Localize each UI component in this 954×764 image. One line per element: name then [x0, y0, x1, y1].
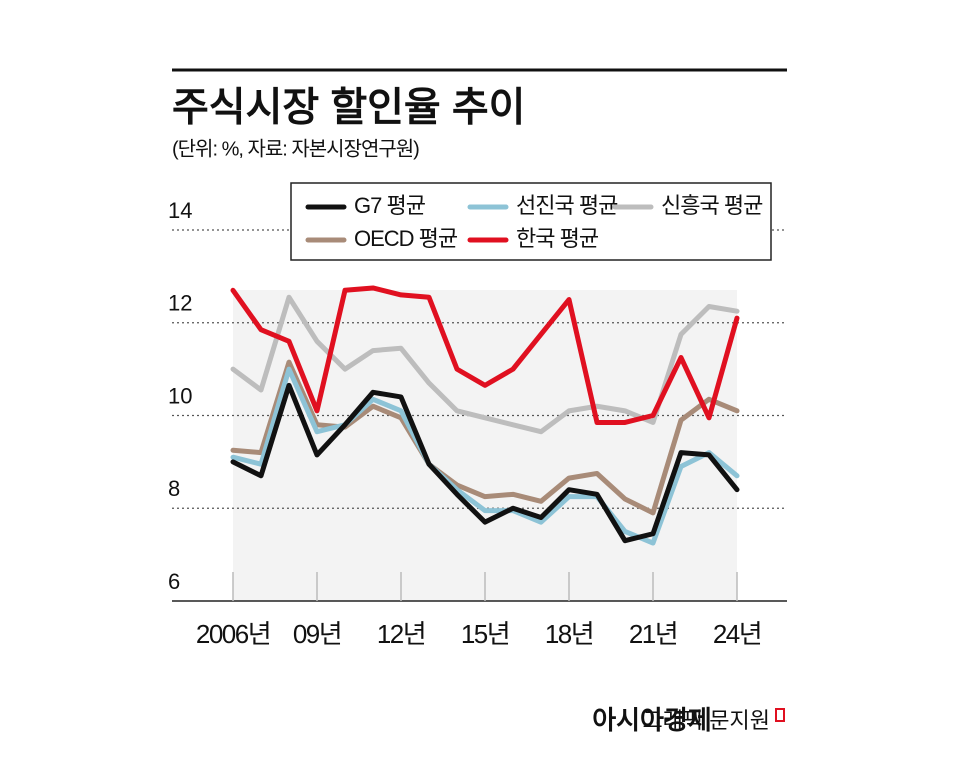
y-tick-label: 14 [168, 198, 192, 223]
legend-label: 선진국 평균 [516, 193, 618, 218]
legend-label: 신흥국 평균 [661, 193, 763, 218]
legend-label: OECD 평균 [354, 226, 458, 251]
x-tick-label: 21년 [629, 619, 677, 649]
series-line [230, 285, 740, 425]
series-line [230, 366, 740, 546]
x-tick-label: 24년 [713, 619, 761, 649]
x-tick-label: 18년 [545, 619, 593, 649]
series-line [230, 294, 740, 435]
x-tick-label: 09년 [293, 619, 341, 649]
y-tick-label: 12 [168, 291, 192, 316]
legend-label: 한국 평균 [516, 226, 599, 251]
legend-label: G7 평균 [354, 193, 426, 218]
y-tick-label: 8 [168, 476, 180, 501]
series-line [230, 359, 740, 516]
x-tick-label: 12년 [377, 619, 425, 649]
legend-box [290, 182, 772, 261]
x-tick-label: 15년 [461, 619, 509, 649]
credit: 그래픽 문지원 [642, 708, 770, 733]
plot-shade [233, 290, 737, 601]
publisher: 아시아경제 [592, 705, 712, 735]
logo-mark [775, 708, 785, 722]
chart-title: 주식시장 할인율 추이 [172, 86, 525, 130]
x-tick-label: 2006년 [196, 619, 270, 649]
chart-subtitle: (단위: %, 자료: 자본시장연구원) [172, 137, 419, 160]
y-tick-label: 6 [168, 569, 180, 594]
y-tick-label: 10 [168, 383, 192, 408]
series-line [230, 382, 740, 544]
